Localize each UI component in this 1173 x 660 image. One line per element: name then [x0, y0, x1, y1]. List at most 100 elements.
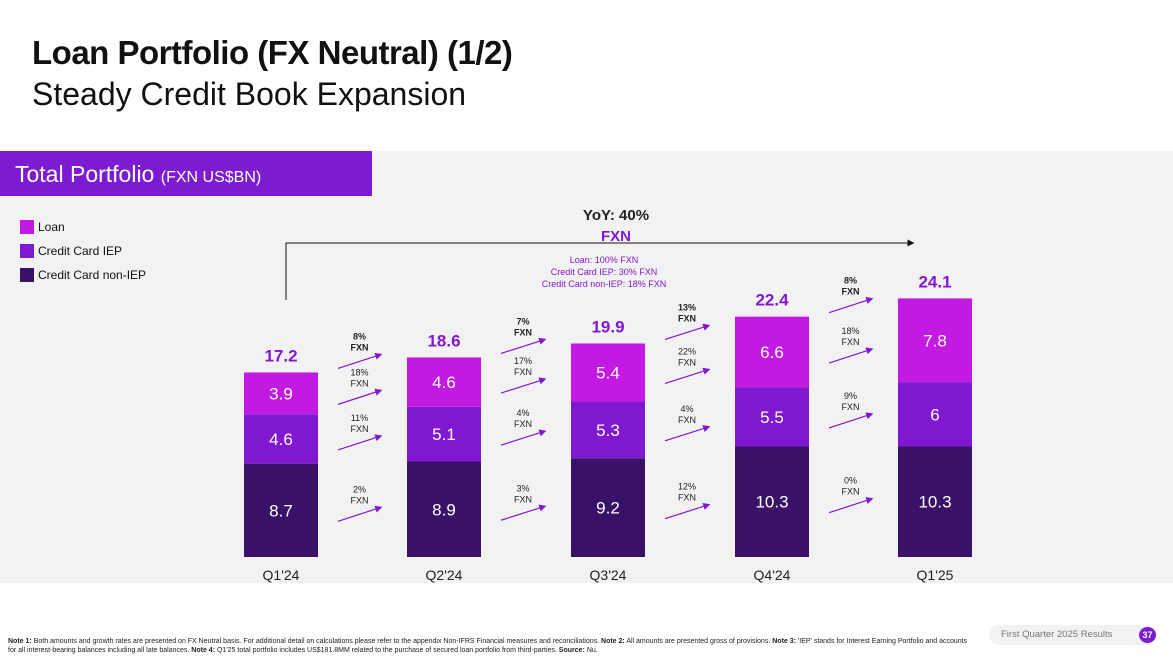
bar-value-label: 5.5: [760, 408, 784, 427]
bar-value-label: 5.1: [432, 425, 456, 444]
growth-arrow-iep: [500, 429, 547, 446]
bar-value-label: 6: [930, 405, 939, 424]
page-title: Loan Portfolio (FX Neutral) (1/2): [32, 34, 513, 71]
bar-total-label: 18.6: [427, 331, 460, 350]
growth-rate-label: 17%: [514, 356, 532, 366]
legend-label-credit-card-iep: Credit Card IEP: [38, 244, 123, 258]
growth-arrow-total: [337, 352, 383, 370]
growth-rate-label: 9%: [844, 391, 857, 401]
bar-loan-1: [407, 357, 481, 407]
growth-unit-label: FXN: [842, 487, 860, 497]
bar-total-label: 17.2: [264, 346, 297, 365]
bar-credit-card-non-iep-1: [407, 461, 481, 557]
growth-unit-label: FXN: [514, 327, 532, 337]
growth-arrow-total: [500, 337, 547, 354]
growth-unit-label: FXN: [678, 313, 696, 323]
bar-total-label: 19.9: [591, 317, 624, 336]
note2-label: Note 2:: [601, 638, 625, 645]
growth-arrow-loan: [337, 388, 383, 405]
bar-loan-2: [571, 343, 645, 402]
bar-loan-3: [735, 316, 809, 388]
growth-rate-label: 18%: [350, 367, 368, 377]
growth-rate-label: 2%: [353, 484, 366, 494]
growth-rate-label: 0%: [844, 476, 857, 486]
note3-text: 'IEP' stands for Interest Earning Portfo…: [8, 638, 968, 654]
growth-arrow-total: [828, 297, 874, 314]
growth-arrow-iep: [828, 412, 874, 429]
growth-unit-label: FXN: [842, 402, 860, 412]
growth-rate-label: 4%: [680, 404, 693, 414]
legend-label-loan: Loan: [38, 220, 65, 234]
bar-value-label: 9.2: [596, 499, 620, 518]
page-subtitle: Steady Credit Book Expansion: [32, 76, 467, 112]
yoy-bracket-arrow: [285, 239, 915, 300]
bar-loan-0: [244, 372, 318, 415]
bar-total-label: 22.4: [755, 291, 789, 310]
bar-value-label: 3.9: [269, 384, 293, 403]
growth-arrow-loan: [828, 347, 874, 364]
yoy-detail: Credit Card IEP: 30% FXN: [551, 267, 658, 277]
x-tick-label: Q1'24: [263, 567, 300, 583]
yoy-label: YoY: 40%: [583, 207, 649, 224]
growth-unit-label: FXN: [351, 495, 369, 505]
bar-value-label: 4.6: [269, 430, 293, 449]
x-tick-label: Q4'24: [754, 567, 791, 583]
growth-rate-label: 8%: [353, 331, 366, 341]
x-tick-label: Q1'25: [917, 567, 954, 583]
growth-arrow-iep: [337, 434, 383, 451]
bar-value-label: 7.8: [923, 331, 947, 350]
growth-arrow-loan: [500, 377, 547, 394]
page-number: 37: [1139, 627, 1156, 643]
bar-value-label: 10.3: [755, 493, 788, 512]
bar-credit-card-non-iep-4: [898, 446, 972, 557]
growth-unit-label: FXN: [678, 493, 696, 503]
bar-credit-card-iep-3: [735, 387, 809, 447]
bar-value-label: 4.6: [432, 373, 456, 392]
growth-rate-label: 3%: [516, 483, 529, 493]
panel-unit: (FXN US$BN): [160, 169, 262, 186]
note1-label: Note 1:: [8, 638, 32, 645]
legend-label-credit-card-non-iep: Credit Card non-IEP: [38, 268, 147, 282]
growth-unit-label: FXN: [842, 337, 860, 347]
growth-rate-label: 22%: [678, 346, 696, 356]
growth-unit-label: FXN: [351, 378, 369, 388]
bar-credit-card-iep-2: [571, 401, 645, 459]
note1-text: Both amounts and growth rates are presen…: [33, 638, 600, 645]
bar-credit-card-non-iep-3: [735, 446, 809, 557]
x-tick-label: Q2'24: [426, 567, 463, 583]
legend-swatch-credit-card-non-iep: [20, 268, 34, 282]
legend-swatch-credit-card-iep: [20, 244, 34, 258]
bar-credit-card-iep-1: [407, 406, 481, 462]
legend-item-credit-card-iep: Credit Card IEP: [20, 244, 146, 258]
growth-arrow-noniep: [500, 504, 547, 521]
growth-arrow-iep: [664, 425, 711, 442]
bar-value-label: 6.6: [760, 343, 784, 362]
source-text: Nu.: [586, 646, 598, 654]
yoy-sublabel: FXN: [601, 228, 631, 245]
growth-unit-label: FXN: [678, 415, 696, 425]
growth-unit-label: FXN: [351, 342, 369, 352]
bar-loan-4: [898, 298, 972, 383]
growth-unit-label: FXN: [678, 357, 696, 367]
growth-unit-label: FXN: [351, 424, 369, 434]
growth-rate-label: 4%: [516, 408, 529, 418]
footer-notes: Note 1: Both amounts and growth rates ar…: [8, 638, 973, 655]
legend-swatch-loan: [20, 220, 34, 234]
growth-unit-label: FXN: [842, 287, 860, 297]
bar-credit-card-iep-0: [244, 414, 318, 464]
growth-unit-label: FXN: [514, 494, 532, 504]
chart-legend: Loan Credit Card IEP Credit Card non-IEP: [20, 220, 146, 292]
bar-value-label: 5.4: [596, 363, 620, 382]
note4-text: Q1'25 total portfolio includes US$181.8M…: [216, 646, 557, 654]
growth-rate-label: 12%: [678, 482, 696, 492]
bar-credit-card-non-iep-0: [244, 463, 318, 557]
growth-rate-label: 8%: [844, 276, 857, 286]
yoy-detail: Credit Card non-IEP: 18% FXN: [542, 279, 667, 289]
panel-header: Total Portfolio (FXN US$BN): [0, 151, 372, 196]
legend-item-loan: Loan: [20, 220, 146, 234]
bar-total-label: 24.1: [918, 272, 951, 291]
growth-arrow-noniep: [337, 505, 383, 522]
growth-rate-label: 11%: [351, 413, 368, 423]
growth-rate-label: 7%: [516, 316, 529, 326]
